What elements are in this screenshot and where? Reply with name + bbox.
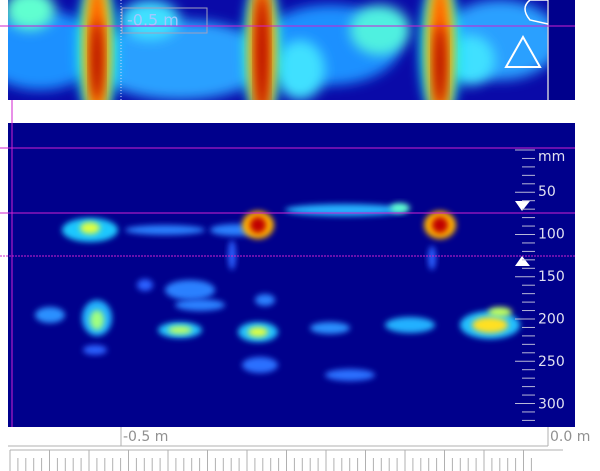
scan-blob	[285, 204, 405, 216]
scan-blob	[385, 317, 435, 333]
scan-blob	[165, 280, 215, 300]
scan-blob	[250, 217, 266, 233]
scan-blob	[435, 25, 445, 100]
depth-marker-top[interactable]	[515, 201, 530, 211]
depth-scale	[515, 149, 535, 421]
depth-label: 100	[538, 227, 565, 243]
ruler-label: 0.0 m	[550, 429, 590, 445]
scan-blob	[8, 10, 100, 90]
scan-blob	[275, 40, 325, 100]
scan-blob	[8, 0, 55, 30]
scan-blob	[472, 317, 508, 333]
scan-blob	[242, 357, 278, 373]
depth-marker-bottom[interactable]	[515, 256, 530, 266]
scan-blob	[168, 326, 192, 334]
label-box	[121, 7, 208, 34]
scan-blob	[432, 217, 448, 233]
scan-blob	[125, 225, 205, 235]
depth-label: 300	[538, 397, 565, 413]
scan-blob	[255, 294, 275, 306]
scan-blob	[35, 307, 65, 323]
depth-label: 250	[538, 354, 565, 370]
scan-blob	[257, 0, 267, 100]
scan-blob	[92, 20, 102, 100]
depth-label: 50	[538, 184, 556, 200]
scan-blob	[428, 246, 436, 270]
depth-label: 200	[538, 312, 565, 328]
scan-blob	[80, 222, 100, 234]
scan-blob	[90, 20, 270, 100]
scan-blob	[350, 5, 410, 55]
scan-blob	[175, 299, 225, 311]
scan-image-depth	[8, 123, 575, 427]
scan-blob	[488, 307, 512, 317]
scan-blob	[310, 322, 350, 334]
scan-blob	[83, 345, 107, 355]
scan-blob	[90, 310, 104, 330]
top-panel-side	[548, 0, 575, 100]
icon-shape	[524, 0, 549, 25]
scan-blob	[228, 240, 236, 270]
scan-blob	[390, 203, 410, 213]
scan-image-top	[8, 0, 575, 100]
scan-blob	[120, 0, 180, 40]
position-label: -0.5 m	[127, 11, 179, 30]
scan-blob	[248, 327, 268, 337]
triangle-button[interactable]	[504, 34, 542, 68]
ruler-label: -0.5 m	[123, 429, 168, 445]
ruler	[8, 427, 563, 471]
scan-blob	[325, 369, 375, 381]
scan-blob	[137, 279, 153, 291]
depth-label: 150	[538, 269, 565, 285]
depth-unit: mm	[538, 149, 565, 165]
